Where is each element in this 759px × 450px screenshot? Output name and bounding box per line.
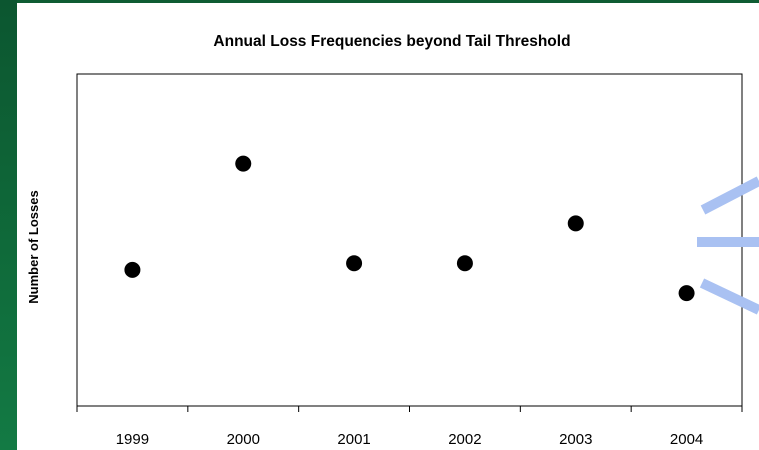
x-tick-label-2000: 2000 <box>227 431 260 448</box>
data-point-2001 <box>346 255 363 272</box>
x-tick-label-2003: 2003 <box>559 431 592 448</box>
data-point-2003 <box>567 215 584 232</box>
plot-area <box>76 73 743 407</box>
y-axis-label: Number of Losses <box>26 190 41 303</box>
chart-title: Annual Loss Frequencies beyond Tail Thre… <box>213 33 570 50</box>
data-point-1999 <box>124 261 141 278</box>
slide-frame-left <box>0 0 17 450</box>
decorative-stripes <box>697 176 759 315</box>
data-point-2000 <box>235 155 252 172</box>
x-axis-tick-labels: 1999 2000 2001 2002 2003 2004 <box>116 431 704 448</box>
x-tick-label-2001: 2001 <box>337 431 370 448</box>
x-tick-label-1999: 1999 <box>116 431 149 448</box>
slide-frame-top <box>0 0 759 3</box>
data-point-2004 <box>678 285 695 302</box>
data-points <box>124 155 695 302</box>
x-tick-label-2002: 2002 <box>448 431 481 448</box>
x-axis-ticks <box>76 406 743 412</box>
data-point-2002 <box>456 255 473 272</box>
x-tick-label-2004: 2004 <box>670 431 703 448</box>
